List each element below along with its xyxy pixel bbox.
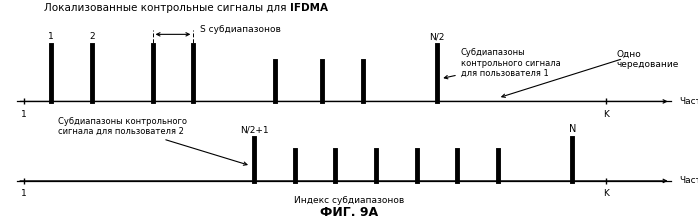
Text: Частота: Частота [679, 176, 698, 185]
Text: 1: 1 [21, 189, 27, 198]
Text: K: K [603, 110, 609, 119]
Text: Одно
чередование: Одно чередование [616, 49, 679, 69]
Text: 2: 2 [89, 32, 94, 41]
Text: Локализованные контрольные сигналы для: Локализованные контрольные сигналы для [44, 3, 290, 13]
Text: 1: 1 [21, 110, 27, 119]
Text: K: K [603, 189, 609, 198]
Text: Частота: Частота [679, 97, 698, 106]
Text: N: N [569, 124, 576, 134]
Text: N/2: N/2 [429, 32, 445, 41]
Text: Субдиапазоны контрольного
сигнала для пользователя 2: Субдиапазоны контрольного сигнала для по… [58, 117, 247, 165]
Text: 1: 1 [48, 32, 54, 41]
Text: Субдиапазоны
контрольного сигнала
для пользователя 1: Субдиапазоны контрольного сигнала для по… [445, 48, 560, 79]
Text: ФИГ. 9А: ФИГ. 9А [320, 206, 378, 219]
Text: S субдиапазонов: S субдиапазонов [200, 25, 281, 34]
Text: N/2+1: N/2+1 [240, 125, 269, 134]
Text: IFDMA: IFDMA [290, 3, 327, 13]
Text: Индекс субдиапазонов: Индекс субдиапазонов [294, 196, 404, 205]
